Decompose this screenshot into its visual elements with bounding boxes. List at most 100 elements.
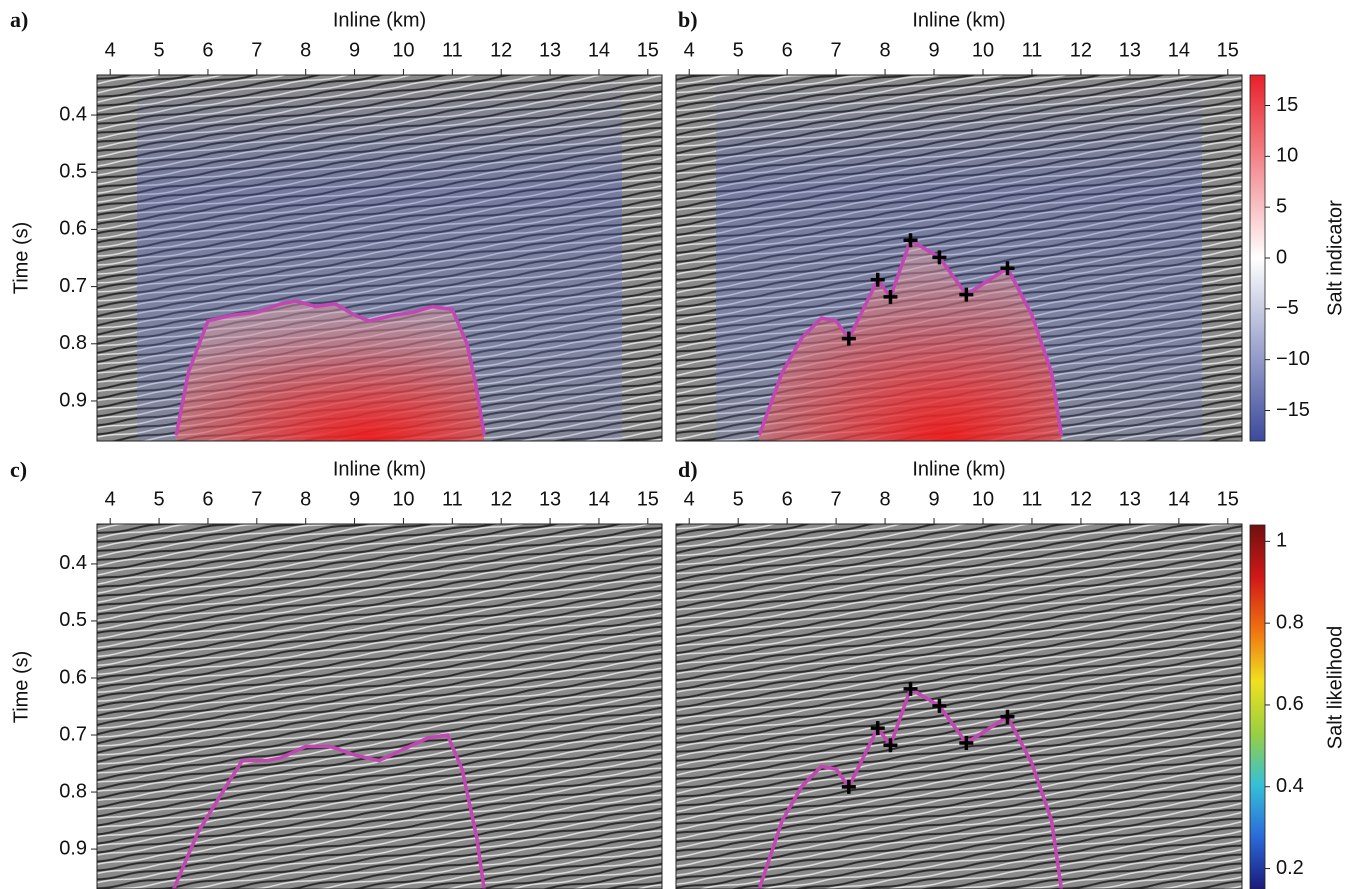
x-tick-label: 9 xyxy=(928,39,939,61)
x-tick-label: 13 xyxy=(1119,39,1141,61)
x-tick-label: 5 xyxy=(733,39,744,61)
pick-cross xyxy=(932,698,947,713)
x-tick-label: 12 xyxy=(490,39,512,61)
y-tick-label: 0.6 xyxy=(59,218,87,240)
colorbar-tick-label: 0.4 xyxy=(1276,775,1304,797)
pick-cross xyxy=(870,721,885,736)
panel-label: c) xyxy=(10,457,27,482)
panel xyxy=(676,524,1242,889)
x-tick-label: 8 xyxy=(880,39,891,61)
x-tick-label: 14 xyxy=(588,39,610,61)
x-tick-label: 8 xyxy=(880,488,891,510)
pick-cross xyxy=(959,287,974,302)
x-tick-label: 7 xyxy=(831,39,842,61)
pick-cross xyxy=(903,233,918,248)
pick-cross xyxy=(841,779,856,794)
seismic-image xyxy=(676,524,1242,889)
x-tick-label: 5 xyxy=(733,488,744,510)
x-tick-label: 10 xyxy=(392,39,414,61)
panel xyxy=(97,524,662,889)
pick-cross xyxy=(1000,709,1015,724)
plot-frame xyxy=(675,523,1243,889)
pick-cross xyxy=(903,681,918,696)
x-tick-label: 12 xyxy=(1070,39,1092,61)
y-tick-label: 0.8 xyxy=(59,780,87,802)
x-tick-label: 15 xyxy=(1217,39,1239,61)
y-tick-label: 0.6 xyxy=(59,666,87,688)
x-tick-label: 4 xyxy=(684,39,695,61)
x-tick-label: 13 xyxy=(539,488,561,510)
x-tick-label: 15 xyxy=(637,39,659,61)
x-tick-label: 7 xyxy=(251,39,262,61)
y-tick-label: 0.4 xyxy=(59,552,87,574)
x-tick-label: 10 xyxy=(972,488,994,510)
x-tick-label: 10 xyxy=(972,39,994,61)
colorbar-tick-label: 1 xyxy=(1276,530,1287,552)
x-tick-label: 11 xyxy=(442,39,463,61)
x-tick-label: 14 xyxy=(1168,39,1190,61)
x-axis-label: Inline (km) xyxy=(333,9,426,31)
x-tick-label: 14 xyxy=(1168,488,1190,510)
colorbar-tick-label: 0 xyxy=(1276,246,1287,268)
x-tick-label: 11 xyxy=(442,488,463,510)
x-tick-label: 7 xyxy=(831,488,842,510)
y-tick-label: 0.7 xyxy=(59,275,87,297)
salt-boundary xyxy=(174,299,486,436)
x-tick-label: 4 xyxy=(105,488,116,510)
plot-frame xyxy=(96,523,663,889)
x-tick-label: 4 xyxy=(105,39,116,61)
colorbar xyxy=(1249,524,1266,889)
x-tick-label: 6 xyxy=(202,39,213,61)
colorbar-tick-label: 15 xyxy=(1276,94,1298,116)
panel xyxy=(676,75,1242,441)
x-tick-label: 6 xyxy=(782,39,793,61)
pick-cross xyxy=(841,331,856,346)
salt-boundary xyxy=(172,733,486,889)
colorbar-tick-label: 5 xyxy=(1276,195,1287,217)
y-tick-label: 0.8 xyxy=(59,332,87,354)
x-tick-label: 15 xyxy=(637,488,659,510)
pick-cross xyxy=(870,272,885,287)
y-tick-label: 0.7 xyxy=(59,723,87,745)
y-axis-label: Time (s) xyxy=(10,222,32,295)
x-tick-label: 7 xyxy=(251,488,262,510)
y-tick-label: 0.5 xyxy=(59,609,87,631)
colorbar-tick-label: −5 xyxy=(1276,297,1299,319)
x-tick-label: 13 xyxy=(1119,488,1141,510)
colorbar-tick-label: 0.2 xyxy=(1276,857,1304,879)
x-tick-label: 15 xyxy=(1217,488,1239,510)
plot-frame xyxy=(675,74,1243,442)
colorbar-tick-label: 0.8 xyxy=(1276,611,1304,633)
pick-cross xyxy=(1000,261,1015,276)
y-axis-label: Time (s) xyxy=(10,651,32,724)
panel-label: a) xyxy=(10,7,28,32)
colorbar-label: Salt indicator xyxy=(1324,200,1346,316)
colorbar xyxy=(1249,74,1266,442)
panel-label: d) xyxy=(678,457,698,482)
x-tick-label: 14 xyxy=(588,488,610,510)
salt-fill xyxy=(176,300,485,441)
x-tick-label: 9 xyxy=(349,488,360,510)
x-tick-label: 12 xyxy=(1070,488,1092,510)
pick-cross xyxy=(883,738,898,753)
y-tick-label: 0.9 xyxy=(59,837,87,859)
colorbar-label: Salt likelihood xyxy=(1324,626,1346,749)
x-axis-label: Inline (km) xyxy=(912,9,1005,31)
colorbar-tick-label: −10 xyxy=(1276,348,1310,370)
x-tick-label: 12 xyxy=(490,488,512,510)
plot-frame xyxy=(96,74,663,442)
x-axis-label: Inline (km) xyxy=(333,458,426,480)
x-tick-label: 6 xyxy=(202,488,213,510)
y-tick-label: 0.9 xyxy=(59,389,87,411)
x-tick-label: 13 xyxy=(539,39,561,61)
x-tick-label: 8 xyxy=(300,488,311,510)
panel xyxy=(97,75,662,441)
x-tick-label: 4 xyxy=(684,488,695,510)
x-tick-label: 6 xyxy=(782,488,793,510)
x-tick-label: 8 xyxy=(300,39,311,61)
colorbar-tick-label: 10 xyxy=(1276,145,1298,167)
x-axis-label: Inline (km) xyxy=(912,458,1005,480)
x-tick-label: 11 xyxy=(1022,39,1043,61)
x-tick-label: 10 xyxy=(392,488,414,510)
